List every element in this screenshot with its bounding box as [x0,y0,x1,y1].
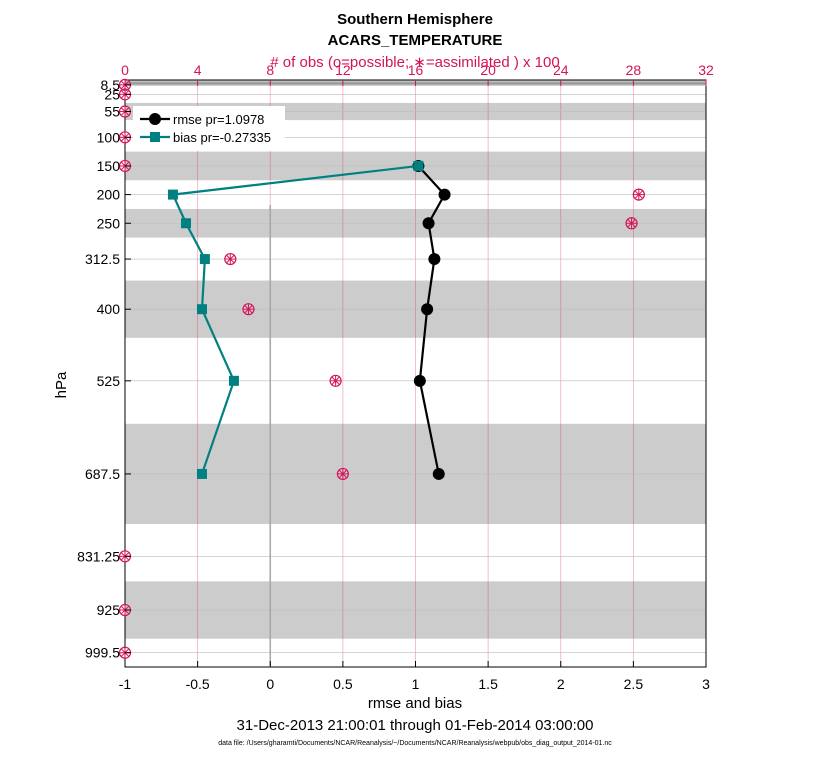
rmse-point [421,303,434,316]
x-tick-label: 1 [412,676,420,692]
rmse-point [432,467,445,480]
obs-possible-marker [242,303,255,316]
obs-assimilated-marker [225,254,236,265]
y-axis-label: hPa [53,371,70,398]
x-tick-label: -1 [119,676,132,692]
top-axis-label: # of obs (o=possible; ∗=assimilated ) x … [270,54,559,71]
legend-box [133,106,285,151]
x-tick-label: -0.5 [186,676,210,692]
ticks: -1 -0.5 0 0.5 1 1.5 2 2.5 3 0 4 8 12 16 20 24 28 32 8.525 5… [77,62,714,692]
data-file-note: data file: /Users/gharamti/Documents/NCA… [218,740,612,747]
legend-bias-marker [150,132,160,142]
top-tick-label: 24 [553,62,569,78]
obs-assimilated-marker [337,468,348,479]
bias-point [196,304,207,315]
obs-assimilated-marker [626,218,637,229]
obs-assimilated-marker [243,304,254,315]
x-tick-label: 3 [702,676,710,692]
bias-point [228,375,239,386]
legend-bias-label: bias pr=-0.27335 [173,130,271,145]
obs-possible-marker [224,252,237,266]
y-tick-label: 525 [97,373,121,389]
y-tick-label: 150 [97,158,121,174]
asterisk-stroke [338,470,347,478]
y-tick-label: 400 [97,301,121,317]
y-tick-label: 55 [104,104,120,120]
y-tick-label: 25 [104,86,120,102]
y-tick-label: 925 [97,602,121,618]
x-tick-label: 2.5 [624,676,644,692]
asterisk-stroke [634,190,643,199]
rmse-point [413,374,426,387]
top-tick-label: 4 [194,62,202,78]
y-tick-label: 200 [97,187,121,203]
rmse-point [438,188,451,201]
y-tick-label: 8.5 [101,77,121,93]
obs-possible-marker [632,188,645,201]
rmse-point [428,253,441,266]
top-tick-label: 20 [480,62,496,78]
bias-point [413,160,424,171]
obs-possible-marker [329,374,342,387]
bias-point [196,468,207,479]
bias-point [181,218,192,229]
x-tick-label: 1.5 [478,676,498,692]
legend-rmse-marker [149,113,161,125]
top-tick-label: 32 [698,62,714,78]
top-tick-label: 12 [335,62,351,78]
top-tick-label: 28 [626,62,642,78]
rmse-point [422,217,435,230]
y-tick-label: 687.5 [85,466,120,482]
obs-assimilated-marker [633,189,644,200]
y-tick-label: 250 [97,215,121,231]
bias-point [167,189,178,200]
y-tick-label: 312.5 [85,251,120,267]
x-tick-label: 0.5 [333,676,353,692]
asterisk-stroke [244,305,253,314]
series-layer [167,159,451,480]
chart-subtitle: ACARS_TEMPERATURE [328,32,503,49]
x-tick-label: 0 [266,676,274,692]
y-tick-label: 100 [97,129,121,145]
top-tick-label: 16 [408,62,424,78]
bias-point [199,254,210,265]
obs-possible-marker [336,467,349,481]
legend: rmse pr=1.0978 bias pr=-0.27335 [133,106,285,151]
asterisk-stroke [226,255,235,263]
top-tick-label: 0 [121,62,129,78]
y-tick-label: 999.5 [85,645,120,661]
obs-possible-marker [625,217,638,230]
y-tick-label: 831.25 [77,548,120,564]
chart-title: Southern Hemisphere [337,11,493,28]
legend-rmse-label: rmse pr=1.0978 [173,112,264,127]
asterisk-stroke [331,376,340,385]
asterisk-stroke [627,219,636,228]
date-range: 31-Dec-2013 21:00:01 through 01-Feb-2014… [237,717,594,734]
top-tick-label: 8 [266,62,274,78]
obs-assimilated-marker [330,375,341,386]
x-axis-label: rmse and bias [368,695,462,712]
x-tick-label: 2 [557,676,565,692]
